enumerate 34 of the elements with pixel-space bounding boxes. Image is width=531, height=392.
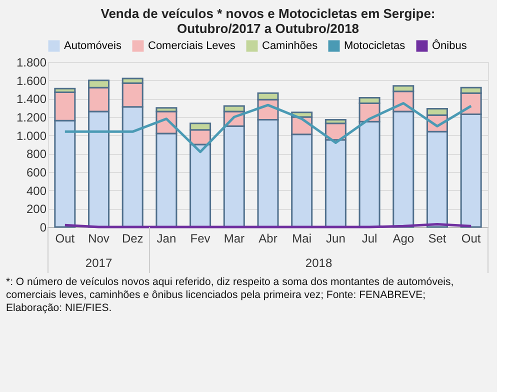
text: Outubro/2017 a Outubro/2018 [176, 21, 360, 36]
legend-label: Comerciais Leves [148, 40, 236, 52]
text: Venda de veículos * novos e Motocicletas em Sergipe: [100, 6, 436, 21]
legend-label: Automóveis [64, 40, 122, 52]
y-tick-label: 1.600 [16, 74, 47, 88]
y-tick-label: 600 [26, 166, 47, 180]
legend-label: Caminhões [262, 40, 318, 52]
y-tick-label: 400 [26, 184, 47, 198]
legend-label: Ônibus [432, 39, 468, 52]
x-tick-label: Out [55, 232, 76, 246]
y-tick-label: 200 [26, 202, 47, 216]
text: *: O número de veículos novos aqui referido, diz respeito a soma dos montantes de automóveis, comerciais leves, caminhões e ônibus licenciados pela primeira vez; Fonte: FENABREVE; Elaboração: NIE/FIES. [6, 276, 454, 314]
x-tick-label: Mai [292, 232, 312, 246]
x-tick-label: Mar [224, 232, 244, 246]
x-tick-label: Jun [326, 232, 346, 246]
x-tick-label: Dez [122, 232, 144, 246]
x-tick-label: Out [461, 232, 482, 246]
text: 2018 [305, 256, 332, 270]
y-tick-label: 1.400 [16, 92, 47, 106]
y-tick-label: 1.200 [16, 110, 47, 124]
legend-label: Motocicletas [344, 40, 406, 52]
x-tick-label: Jan [156, 232, 176, 246]
x-tick-label: Jul [362, 232, 378, 246]
x-tick-label: Nov [88, 232, 110, 246]
x-tick-label: Abr [258, 232, 278, 246]
y-tick-label: 1.000 [16, 128, 47, 143]
text: 2017 [85, 256, 112, 270]
y-tick-label: 0 [40, 220, 47, 234]
x-tick-label: Fev [190, 232, 210, 246]
y-tick-label: 1.800 [16, 56, 47, 70]
x-tick-label: Set [428, 232, 447, 246]
line-series [64, 102, 472, 154]
x-tick-label: Ago [392, 232, 414, 246]
y-tick-label: 800 [26, 147, 47, 162]
